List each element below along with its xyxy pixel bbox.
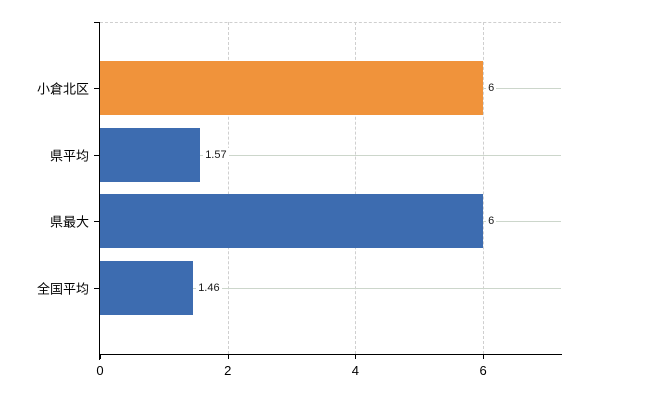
x-tick (227, 354, 229, 359)
y-tick (94, 221, 100, 223)
x-axis (99, 354, 562, 355)
horizontal-gridline (100, 287, 561, 289)
x-tick (355, 354, 357, 359)
horizontal-gridline (100, 154, 561, 156)
x-tick-label: 2 (224, 363, 232, 378)
x-tick (100, 354, 101, 359)
category-label: 県最大 (49, 214, 89, 230)
y-tick (94, 88, 100, 90)
y-tick (94, 287, 100, 289)
vertical-gridline (483, 22, 485, 354)
category-label: 小倉北区 (36, 81, 89, 97)
plot-top-border (100, 22, 561, 23)
bar-value-label: 6 (486, 81, 497, 96)
vertical-gridline (227, 22, 229, 354)
bar-value-label: 1.57 (203, 147, 229, 162)
x-tick-label: 4 (351, 363, 359, 378)
x-tick-label: 6 (479, 363, 487, 378)
bar-value-label: 1.46 (196, 280, 222, 295)
y-tick (94, 22, 100, 23)
category-label: 県平均 (49, 148, 89, 164)
bar (100, 260, 194, 315)
bar (100, 194, 484, 249)
bar-value-label: 6 (486, 214, 497, 229)
x-tick-label: 0 (96, 363, 104, 378)
vertical-gridline (355, 22, 357, 354)
bar (100, 61, 484, 116)
category-label: 全国平均 (36, 281, 89, 297)
bar (100, 127, 201, 182)
x-tick (483, 354, 485, 359)
y-tick (94, 154, 100, 156)
y-axis (99, 22, 100, 360)
